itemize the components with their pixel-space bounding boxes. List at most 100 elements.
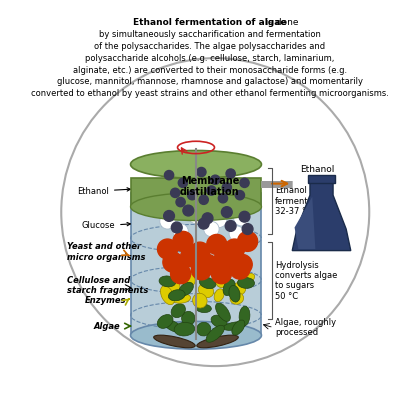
Text: Glucose: Glucose — [81, 221, 130, 231]
Circle shape — [211, 175, 220, 184]
Ellipse shape — [198, 284, 214, 297]
Circle shape — [222, 183, 231, 192]
Ellipse shape — [238, 273, 255, 286]
Circle shape — [181, 247, 201, 267]
Ellipse shape — [159, 276, 176, 287]
Circle shape — [235, 191, 244, 200]
Circle shape — [197, 168, 206, 177]
Circle shape — [215, 248, 234, 268]
Circle shape — [163, 252, 183, 272]
Circle shape — [61, 58, 369, 366]
Text: Membrane
distillation: Membrane distillation — [180, 176, 240, 197]
Circle shape — [173, 231, 193, 251]
Ellipse shape — [197, 335, 238, 348]
Circle shape — [171, 188, 180, 197]
Text: by simultaneously saccharification and fermentation: by simultaneously saccharification and f… — [99, 30, 321, 39]
Ellipse shape — [168, 290, 185, 301]
Circle shape — [242, 223, 253, 234]
Circle shape — [234, 210, 249, 226]
Ellipse shape — [230, 292, 244, 304]
Ellipse shape — [158, 315, 173, 328]
Circle shape — [232, 255, 252, 275]
Ellipse shape — [131, 193, 262, 220]
Circle shape — [225, 239, 244, 259]
Bar — [308, 175, 335, 183]
Circle shape — [225, 220, 236, 231]
Text: Algae, roughly
processed: Algae, roughly processed — [276, 318, 336, 337]
Ellipse shape — [215, 303, 230, 321]
Ellipse shape — [163, 320, 183, 333]
Circle shape — [188, 191, 197, 200]
Circle shape — [198, 218, 209, 229]
Circle shape — [192, 260, 211, 280]
Ellipse shape — [223, 280, 235, 296]
Circle shape — [204, 221, 219, 237]
Polygon shape — [292, 181, 351, 251]
Circle shape — [188, 208, 204, 223]
Ellipse shape — [200, 277, 216, 289]
Bar — [131, 193, 262, 335]
Circle shape — [199, 195, 208, 205]
Text: Ethanol
fermentation
32-37 °C: Ethanol fermentation 32-37 °C — [276, 186, 330, 216]
Circle shape — [229, 226, 244, 241]
Circle shape — [178, 178, 188, 187]
Circle shape — [164, 210, 174, 221]
Circle shape — [173, 223, 188, 239]
Text: Ethanol fermentation of algae: Ethanol fermentation of algae — [133, 18, 287, 26]
Circle shape — [218, 194, 228, 203]
Circle shape — [221, 207, 232, 218]
Text: Ethanol: Ethanol — [300, 165, 335, 174]
Text: polysaccharide alcohols (e.g. cellulose, starch, laminarium,: polysaccharide alcohols (e.g. cellulose,… — [85, 54, 335, 63]
Text: Yeast and other
micro organisms: Yeast and other micro organisms — [67, 242, 146, 262]
Ellipse shape — [214, 289, 224, 302]
Circle shape — [160, 214, 175, 229]
Text: converted to ethanol by yeast strains and other ethanol fermenting microorganism: converted to ethanol by yeast strains an… — [31, 89, 389, 98]
Text: Algae: Algae — [94, 322, 120, 331]
Circle shape — [171, 264, 191, 284]
Text: is done: is done — [122, 18, 298, 26]
Circle shape — [183, 205, 194, 216]
Ellipse shape — [206, 325, 224, 342]
Circle shape — [211, 264, 231, 284]
Ellipse shape — [171, 294, 191, 303]
Ellipse shape — [178, 282, 193, 296]
Ellipse shape — [216, 275, 230, 288]
Ellipse shape — [211, 315, 227, 328]
Circle shape — [158, 239, 178, 259]
Text: Ethanol: Ethanol — [77, 187, 130, 196]
Text: alginate, etc.) are converted to their monosaccharide forms (e.g.: alginate, etc.) are converted to their m… — [73, 66, 347, 74]
Ellipse shape — [196, 304, 211, 312]
Ellipse shape — [174, 322, 195, 336]
Circle shape — [211, 212, 227, 228]
Circle shape — [190, 242, 210, 262]
Circle shape — [165, 171, 174, 180]
Circle shape — [240, 178, 249, 187]
Ellipse shape — [229, 285, 240, 302]
Bar — [131, 178, 262, 207]
Circle shape — [197, 255, 218, 275]
Text: Enzymes: Enzymes — [84, 296, 126, 305]
Ellipse shape — [232, 320, 245, 335]
Circle shape — [207, 234, 227, 255]
Circle shape — [238, 231, 257, 251]
Ellipse shape — [166, 277, 180, 298]
Circle shape — [202, 213, 213, 223]
Circle shape — [171, 222, 182, 233]
Circle shape — [230, 259, 250, 279]
Ellipse shape — [239, 306, 250, 326]
Ellipse shape — [193, 293, 207, 308]
Ellipse shape — [160, 286, 175, 304]
Ellipse shape — [131, 321, 262, 349]
Circle shape — [226, 169, 235, 178]
Ellipse shape — [231, 283, 246, 296]
Ellipse shape — [197, 322, 211, 336]
Polygon shape — [294, 197, 315, 249]
Ellipse shape — [131, 150, 262, 178]
Circle shape — [176, 197, 185, 207]
Ellipse shape — [181, 273, 195, 287]
Ellipse shape — [238, 278, 255, 289]
Text: of the polysaccharides. The algae polysaccharides and: of the polysaccharides. The algae polysa… — [94, 42, 326, 51]
Ellipse shape — [181, 311, 195, 326]
Text: Cellulose and
starch fragments: Cellulose and starch fragments — [67, 276, 149, 295]
Circle shape — [239, 211, 250, 222]
